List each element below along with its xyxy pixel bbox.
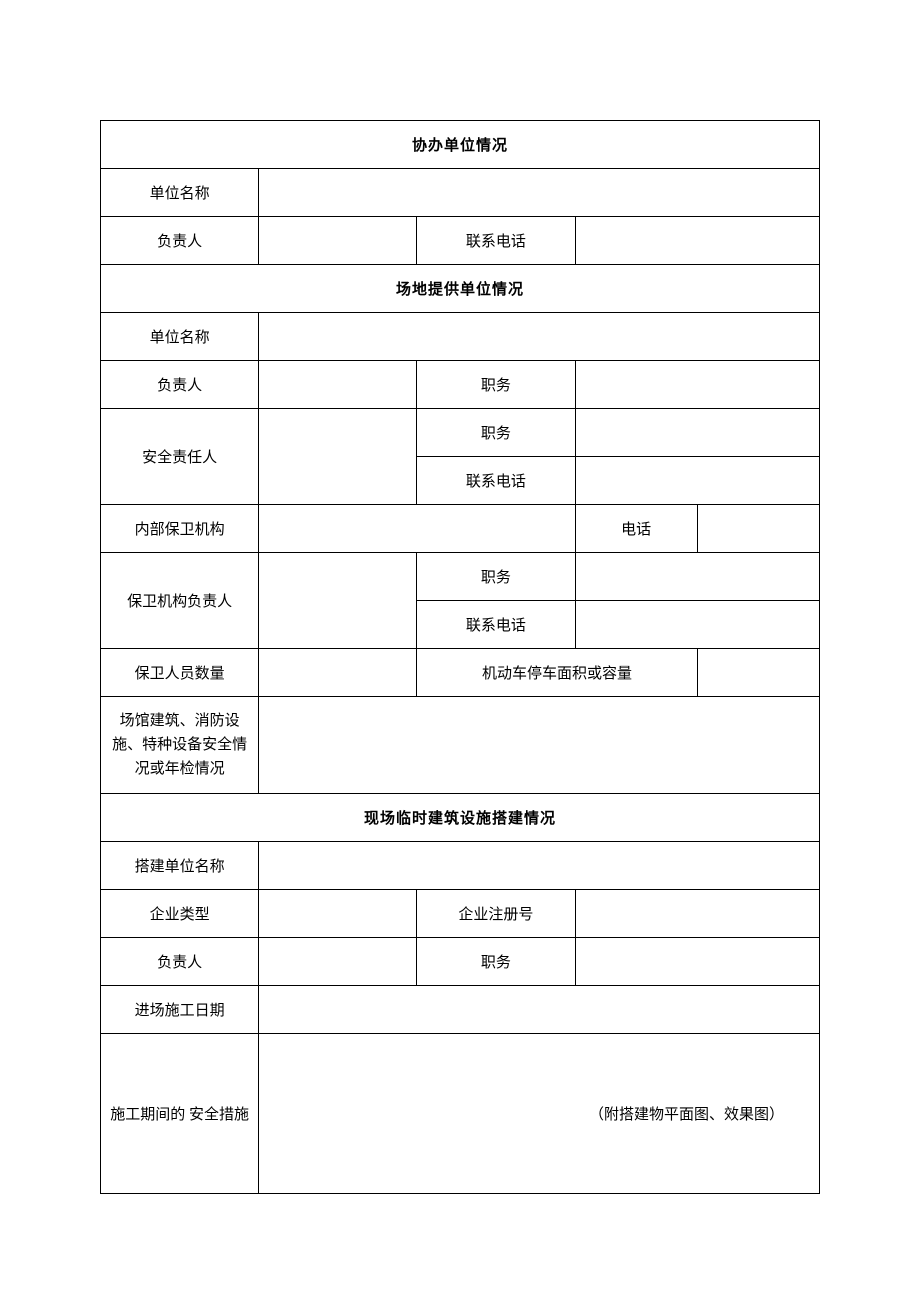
s2-unit-name-value[interactable]: [259, 313, 820, 361]
s3-entry-date-value[interactable]: [259, 986, 820, 1034]
section-1-header: 协办单位情况: [101, 121, 820, 169]
s2-security-head-position-label: 职务: [417, 553, 575, 601]
s2-safety-officer-label: 安全责任人: [101, 409, 259, 505]
s3-position-value[interactable]: [575, 938, 819, 986]
section-2-header: 场地提供单位情况: [101, 265, 820, 313]
s3-safety-measures-note: （附搭建物平面图、效果图）: [259, 1034, 820, 1194]
s3-position-label: 职务: [417, 938, 575, 986]
s1-unit-name-value[interactable]: [259, 169, 820, 217]
s2-safety-phone-value[interactable]: [575, 457, 819, 505]
s2-security-head-phone-label: 联系电话: [417, 601, 575, 649]
s3-enterprise-type-label: 企业类型: [101, 890, 259, 938]
s2-internal-security-label: 内部保卫机构: [101, 505, 259, 553]
s1-person-label: 负责人: [101, 217, 259, 265]
s1-person-value[interactable]: [259, 217, 417, 265]
s3-person-value[interactable]: [259, 938, 417, 986]
s2-safety-officer-value[interactable]: [259, 409, 417, 505]
s2-person-value[interactable]: [259, 361, 417, 409]
s2-safety-phone-label: 联系电话: [417, 457, 575, 505]
s2-security-head-label: 保卫机构负责人: [101, 553, 259, 649]
s3-build-unit-label: 搭建单位名称: [101, 842, 259, 890]
s3-entry-date-label: 进场施工日期: [101, 986, 259, 1034]
s1-contact-phone-value[interactable]: [575, 217, 819, 265]
s2-security-count-value[interactable]: [259, 649, 417, 697]
s2-person-label: 负责人: [101, 361, 259, 409]
s3-enterprise-reg-value[interactable]: [575, 890, 819, 938]
s2-security-head-position-value[interactable]: [575, 553, 819, 601]
s2-phone-value[interactable]: [697, 505, 819, 553]
section-3-header: 现场临时建筑设施搭建情况: [101, 794, 820, 842]
s1-contact-phone-label: 联系电话: [417, 217, 575, 265]
s3-build-unit-value[interactable]: [259, 842, 820, 890]
s3-enterprise-reg-label: 企业注册号: [417, 890, 575, 938]
s2-unit-name-label: 单位名称: [101, 313, 259, 361]
s2-parking-value[interactable]: [697, 649, 819, 697]
s2-venue-inspection-label: 场馆建筑、消防设施、特种设备安全情况或年检情况: [101, 697, 259, 794]
s2-security-head-phone-value[interactable]: [575, 601, 819, 649]
s3-enterprise-type-value[interactable]: [259, 890, 417, 938]
s2-security-count-label: 保卫人员数量: [101, 649, 259, 697]
s2-internal-security-value[interactable]: [259, 505, 575, 553]
s3-safety-measures-label: 施工期间的 安全措施: [101, 1034, 259, 1194]
s2-parking-label: 机动车停车面积或容量: [417, 649, 697, 697]
s2-safety-position-value[interactable]: [575, 409, 819, 457]
s2-safety-position-label: 职务: [417, 409, 575, 457]
s2-phone-label: 电话: [575, 505, 697, 553]
s3-person-label: 负责人: [101, 938, 259, 986]
s1-unit-name-label: 单位名称: [101, 169, 259, 217]
s2-venue-inspection-value[interactable]: [259, 697, 820, 794]
s2-security-head-value[interactable]: [259, 553, 417, 649]
s2-position-value[interactable]: [575, 361, 819, 409]
s2-position-label: 职务: [417, 361, 575, 409]
form-table: 协办单位情况 单位名称 负责人 联系电话 场地提供单位情况 单位名称 负责人 职…: [100, 120, 820, 1194]
